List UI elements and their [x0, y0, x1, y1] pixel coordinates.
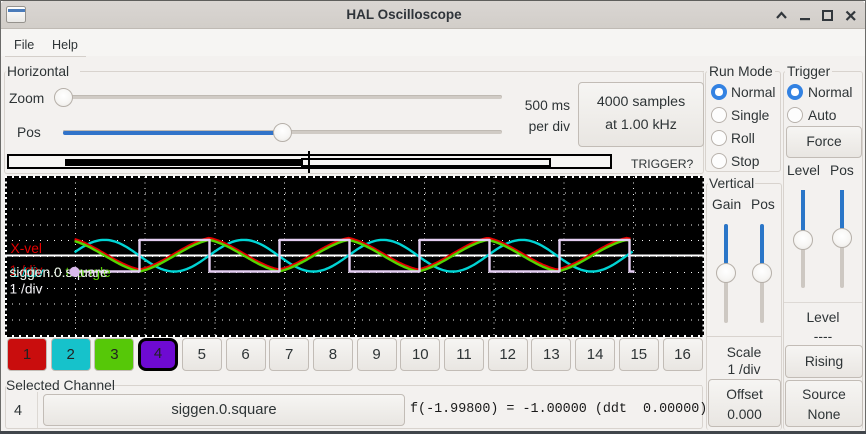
svg-text:1 /div: 1 /div	[11, 265, 44, 280]
svg-text:siggen.0.triangle: siggen.0.triangle	[10, 265, 112, 280]
svg-text:1 /div: 1 /div	[10, 282, 43, 297]
svg-text:siggen.0.square: siggen.0.square	[10, 265, 109, 280]
svg-text:1 /div: 1 /div	[10, 263, 43, 278]
svg-text:X-vel: X-vel	[11, 241, 42, 256]
